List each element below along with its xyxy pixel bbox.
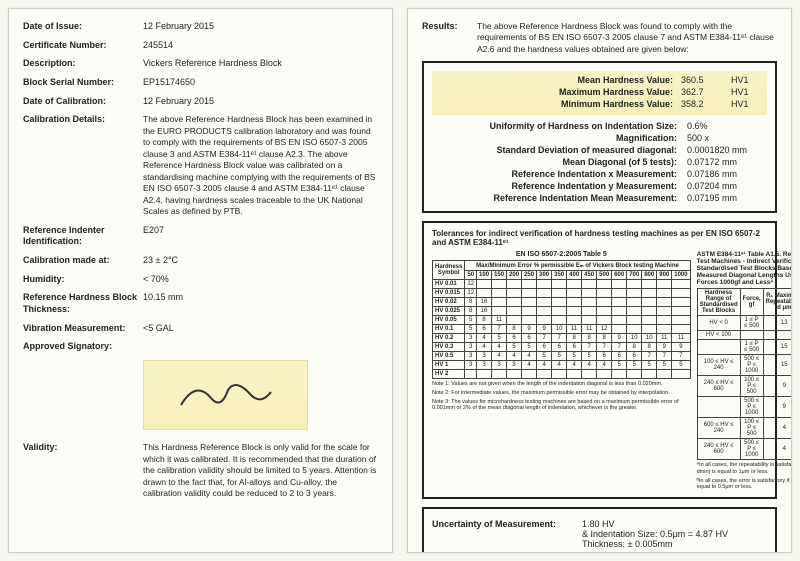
rx-value: 0.07186 mm xyxy=(687,169,767,179)
mag-label: Magnification: xyxy=(432,133,677,143)
signature-box xyxy=(143,360,308,430)
humidity-value: < 70% xyxy=(143,274,378,286)
calib-date-label: Date of Calibration: xyxy=(23,96,143,108)
iso-table: Hardness SymbolMax/Minimum Error % permi… xyxy=(432,260,691,379)
min-label: Minimum Hardness Value: xyxy=(438,99,673,109)
cert-number-value: 245514 xyxy=(143,40,378,52)
calib-at-label: Calibration made at: xyxy=(23,255,143,267)
calib-at-value: 23 ± 2°C xyxy=(143,255,378,267)
md-value: 0.07172 mm xyxy=(687,157,767,167)
iso-note3: Note 3: The values for microhardness tes… xyxy=(432,399,691,412)
mag-value: 500 x xyxy=(687,133,767,143)
min-value: 358.2 xyxy=(681,99,723,109)
astm-table-wrap: ASTM E384-11ᵉ¹ Table A1.5. Repeatability… xyxy=(697,251,792,490)
ry-label: Reference Indentation y Measurement: xyxy=(432,181,677,191)
mean-label: Mean Hardness Value: xyxy=(438,75,673,85)
uom-v2: & Indentation Size: 0.5μm = 4.87 HV xyxy=(582,529,767,539)
description-value: Vickers Reference Hardness Block xyxy=(143,58,378,70)
humidity-label: Humidity: xyxy=(23,274,143,286)
unif-label: Uniformity of Hardness on Indentation Si… xyxy=(432,121,677,131)
md-label: Mean Diagonal (of 5 tests): xyxy=(432,157,677,167)
serial-value: EP15174650 xyxy=(143,77,378,89)
certificate-right-page: Results: The above Reference Hardness Bl… xyxy=(407,8,792,553)
highlight-box: Mean Hardness Value: 360.5 HV1 Maximum Har… xyxy=(432,71,767,115)
rm-label: Reference Indentation Mean Measurement: xyxy=(432,193,677,203)
max-value: 362.7 xyxy=(681,87,723,97)
date-issue-value: 12 February 2015 xyxy=(143,21,378,33)
signature-icon xyxy=(166,370,286,420)
sd-label: Standard Deviation of measured diagonal: xyxy=(432,145,677,155)
tolerance-box: Tolerances for indirect verification of … xyxy=(422,221,777,498)
max-unit: HV1 xyxy=(731,87,761,97)
astm-title: ASTM E384-11ᵉ¹ Table A1.5. Repeatability… xyxy=(697,251,792,286)
uom-v1: 1.80 HV xyxy=(582,519,767,529)
thickness-value: 10.15 mm xyxy=(143,292,378,315)
min-unit: HV1 xyxy=(731,99,761,109)
mean-unit: HV1 xyxy=(731,75,761,85)
sd-value: 0.0001820 mm xyxy=(687,145,767,155)
calib-details-label: Calibration Details: xyxy=(23,114,143,217)
certificate-left-page: Date of Issue:12 February 2015 Certifica… xyxy=(8,8,393,553)
indenter-value: E207 xyxy=(143,225,378,248)
astm-note-a: ᴬIn all cases, the repeatability is sati… xyxy=(697,462,792,475)
uom-v3: Thickness: ± 0.005mm xyxy=(582,539,767,549)
validity-label: Validity: xyxy=(23,442,143,499)
rx-label: Reference Indentation x Measurement: xyxy=(432,169,677,179)
rm-value: 0.07195 mm xyxy=(687,193,767,203)
iso-title: EN ISO 6507-2:2005 Table 5 xyxy=(432,251,691,258)
mean-value: 360.5 xyxy=(681,75,723,85)
astm-note-b: ᴮIn all cases, the error is satisfactory… xyxy=(697,478,792,491)
vibration-label: Vibration Measurement: xyxy=(23,323,143,335)
calib-details-value: The above Reference Hardness Block has b… xyxy=(143,114,378,217)
max-label: Maximum Hardness Value: xyxy=(438,87,673,97)
tolerance-title: Tolerances for indirect verification of … xyxy=(432,229,767,247)
indenter-label: Reference Indenter Identification: xyxy=(23,225,143,248)
iso-note1: Note 1: Values are not given when the le… xyxy=(432,381,691,388)
vibration-value: <5 GAL xyxy=(143,323,378,335)
uom-label: Uncertainty of Measurement: xyxy=(432,519,582,549)
iso-table-wrap: EN ISO 6507-2:2005 Table 5 Hardness Symb… xyxy=(432,251,691,490)
cert-number-label: Certificate Number: xyxy=(23,40,143,52)
serial-label: Block Serial Number: xyxy=(23,77,143,89)
ry-value: 0.07204 mm xyxy=(687,181,767,191)
thickness-label: Reference Hardness Block Thickness: xyxy=(23,292,143,315)
results-box: Mean Hardness Value: 360.5 HV1 Maximum Har… xyxy=(422,61,777,213)
date-issue-label: Date of Issue: xyxy=(23,21,143,33)
description-label: Description: xyxy=(23,58,143,70)
uom-box: Uncertainty of Measurement: 1.80 HV & In… xyxy=(422,507,777,553)
unif-value: 0.6% xyxy=(687,121,767,131)
validity-value: This Hardness Reference Block is only va… xyxy=(143,442,378,499)
results-label: Results: xyxy=(422,21,477,55)
uom-values: 1.80 HV & Indentation Size: 0.5μm = 4.87… xyxy=(582,519,767,549)
astm-table: Hardness Range of Standardised Test Bloc… xyxy=(697,288,792,460)
signatory-label: Approved Signatory: xyxy=(23,341,143,353)
results-text: The above Reference Hardness Block was f… xyxy=(477,21,777,55)
calib-date-value: 12 February 2015 xyxy=(143,96,378,108)
iso-note2: Note 2: For intermediate values, the max… xyxy=(432,390,691,397)
